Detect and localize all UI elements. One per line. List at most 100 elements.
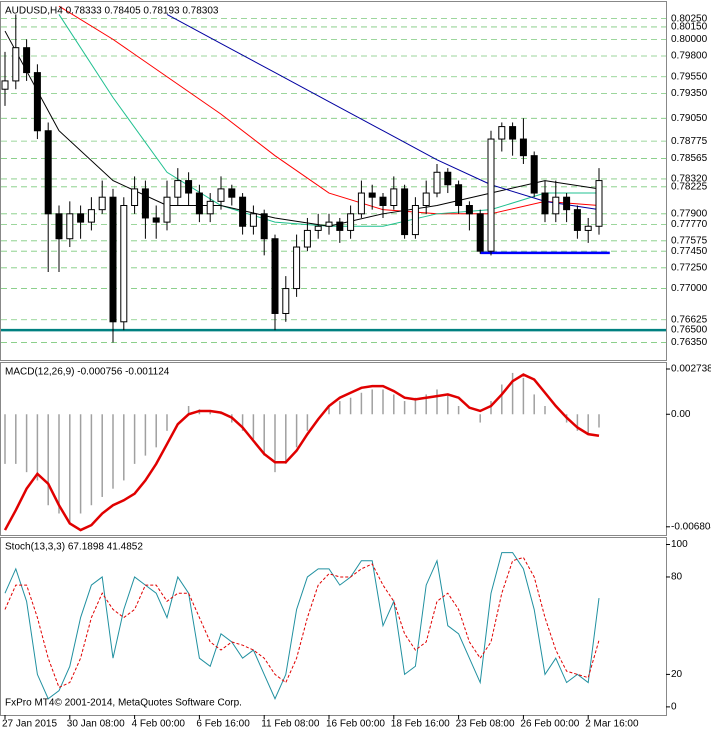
moving-average xyxy=(58,5,600,215)
y-tick-label: 0.78775 xyxy=(671,136,708,147)
y-tick-label: 0 xyxy=(671,702,677,713)
moving-average xyxy=(4,30,600,227)
candle-body xyxy=(563,196,571,211)
stoch-line xyxy=(4,556,600,689)
x-tick-label: 23 Feb 08:00 xyxy=(456,719,515,730)
candle-body xyxy=(271,238,279,314)
x-tick-label: 4 Feb 00:00 xyxy=(132,719,186,730)
candle-body xyxy=(98,196,106,211)
candle-body xyxy=(55,213,63,240)
candle-body xyxy=(185,180,193,194)
candle-body xyxy=(552,196,560,215)
candle-body xyxy=(217,188,225,202)
candle-body xyxy=(152,217,160,223)
y-tick-label: 0.76350 xyxy=(671,337,708,348)
candle-body xyxy=(455,184,463,207)
candle-body xyxy=(163,196,171,223)
candle-body xyxy=(584,225,592,231)
candle-body xyxy=(465,205,473,215)
y-tick-label: 20 xyxy=(671,669,683,680)
candle-body xyxy=(260,213,268,240)
candle-body xyxy=(444,171,452,186)
candle-body xyxy=(573,209,581,231)
candle-body xyxy=(476,213,484,252)
macd-signal xyxy=(3,373,600,532)
y-tick-label: 0.79800 xyxy=(671,51,708,62)
candle-body xyxy=(109,196,117,323)
y-tick-label: 0.80250 xyxy=(671,13,708,24)
macd-panel xyxy=(0,362,667,536)
candle-body xyxy=(303,229,311,248)
candle-body xyxy=(347,213,355,231)
candle-body xyxy=(368,192,376,198)
candle-body xyxy=(487,138,495,252)
y-tick-label: -0.006804 xyxy=(671,521,711,532)
moving-average xyxy=(166,14,600,211)
candle-body xyxy=(87,209,95,223)
candle-body xyxy=(131,188,139,207)
y-tick-label: 0.78565 xyxy=(671,153,708,164)
y-tick-label: 0.77770 xyxy=(671,219,708,230)
panel-title: MACD(12,26,9) -0.000756 -0.001124 xyxy=(5,367,170,378)
candle-body xyxy=(23,47,31,74)
candle-body xyxy=(77,213,85,223)
y-tick-label: 0.78225 xyxy=(671,181,708,192)
x-tick-label: 11 Feb 08:00 xyxy=(261,719,320,730)
candle-body xyxy=(433,171,441,194)
x-tick-label: 2 Mar 16:00 xyxy=(585,719,639,730)
y-tick-label: 0.77575 xyxy=(671,235,708,246)
candle-body xyxy=(509,126,517,140)
candle-body xyxy=(66,213,74,240)
candle-body xyxy=(120,205,128,323)
candle-body xyxy=(336,221,344,231)
y-tick-label: 0.78320 xyxy=(671,174,708,185)
candle-body xyxy=(595,180,603,227)
candle-body xyxy=(530,155,538,194)
candle-body xyxy=(228,188,236,198)
y-tick-label: 0.77000 xyxy=(671,283,708,294)
candle-body xyxy=(141,188,149,219)
candle-body xyxy=(357,192,365,215)
candle-body xyxy=(1,80,9,90)
y-tick-label: 0.79550 xyxy=(671,71,708,82)
stoch-panel xyxy=(0,537,667,716)
x-tick-label: 27 Jan 2015 xyxy=(2,719,57,730)
y-tick-label: 0.77250 xyxy=(671,262,708,273)
candle-body xyxy=(33,72,41,132)
candle-body xyxy=(195,192,203,215)
candle-body xyxy=(206,200,214,215)
x-tick-label: 6 Feb 16:00 xyxy=(196,719,250,730)
candle-body xyxy=(390,188,398,207)
y-tick-label: 0.002738 xyxy=(671,364,711,375)
candle-body xyxy=(44,130,52,215)
panel-title: AUDUSD,H4 0.78333 0.78405 0.78193 0.7830… xyxy=(5,6,219,17)
y-tick-label: 0.00 xyxy=(671,409,691,420)
y-tick-label: 100 xyxy=(671,539,688,550)
price-panel xyxy=(0,1,667,361)
x-tick-label: 26 Feb 00:00 xyxy=(520,719,579,730)
candle-body xyxy=(498,126,506,140)
candle-body xyxy=(239,196,247,227)
y-tick-label: 0.76500 xyxy=(671,325,708,336)
x-tick-label: 30 Jan 08:00 xyxy=(67,719,125,730)
candle-body xyxy=(282,288,290,314)
candle-body xyxy=(249,213,257,227)
candle-body xyxy=(325,221,333,227)
candle-body xyxy=(411,205,419,236)
candle-body xyxy=(379,196,387,207)
y-tick-label: 0.80150 xyxy=(671,22,708,33)
panel-title: Stoch(13,3,3) 67.1898 41.4852 xyxy=(5,542,143,553)
y-tick-label: 0.79350 xyxy=(671,88,708,99)
candle-body xyxy=(401,188,409,236)
x-tick-label: 18 Feb 16:00 xyxy=(391,719,450,730)
watermark: FxPro MT4© 2001-2014, MetaQuotes Softwar… xyxy=(5,698,242,709)
candle-body xyxy=(422,192,430,207)
y-tick-label: 0.77900 xyxy=(671,208,708,219)
x-tick-label: 16 Feb 00:00 xyxy=(326,719,385,730)
candle-body xyxy=(293,246,301,290)
candle-body xyxy=(12,47,20,82)
y-tick-label: 0.79050 xyxy=(671,113,708,124)
y-tick-label: 0.77450 xyxy=(671,246,708,257)
